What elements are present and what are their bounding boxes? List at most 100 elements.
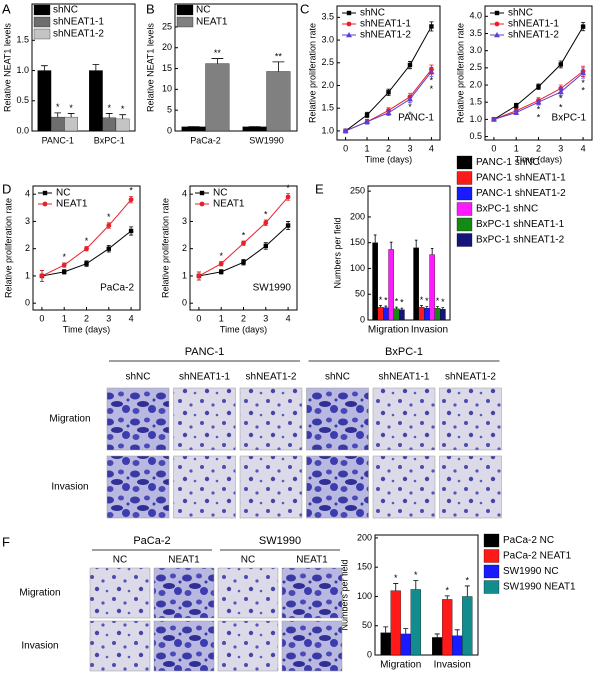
significance: * <box>408 102 412 112</box>
marker <box>285 223 291 228</box>
bar <box>418 306 425 321</box>
legend-label: SW1990 NEAT1 <box>503 582 576 593</box>
marker <box>386 90 391 95</box>
legend-label: NEAT1 <box>56 199 88 210</box>
row-label: Invasion <box>21 641 58 652</box>
micrograph <box>106 387 170 451</box>
marker <box>513 109 520 115</box>
plot-annotation: BxPC-1 <box>552 113 587 124</box>
x-tick-label: 0 <box>491 143 496 153</box>
panel-letter: F <box>2 534 10 549</box>
micrograph <box>106 455 170 519</box>
micrograph <box>239 387 303 451</box>
bar <box>372 242 378 321</box>
y-tick-label: 25 <box>162 21 172 31</box>
significance: * <box>264 209 268 219</box>
panel-letter: C <box>300 1 309 16</box>
error-bar <box>441 307 445 310</box>
significance: * <box>581 86 585 96</box>
micrograph <box>281 567 343 619</box>
bar <box>205 63 230 132</box>
error-bar <box>420 305 423 308</box>
x-tick-label: Migration <box>380 660 421 671</box>
marker <box>84 246 89 252</box>
row-label: Invasion <box>51 482 88 493</box>
legend-marker <box>199 190 205 196</box>
legend-marker <box>346 32 352 38</box>
y-tick-label: 10 <box>162 84 172 94</box>
group-label: shNC <box>325 372 350 383</box>
micrograph <box>173 387 236 451</box>
error-bar <box>444 595 450 600</box>
marker <box>406 96 413 102</box>
error-bar <box>54 112 62 118</box>
y-tick-label: 4 <box>182 189 187 199</box>
y-tick-label: 3.5 <box>469 28 482 38</box>
legend-swatch <box>483 549 500 563</box>
marker <box>218 261 224 267</box>
marker <box>535 99 542 105</box>
legend-label: NEAT1 <box>213 199 245 210</box>
legend-label: SW1990 NC <box>503 566 559 577</box>
y-axis-label: Relative proliferation rate <box>455 23 465 123</box>
significance: * <box>425 296 429 306</box>
legend-swatch <box>176 4 194 16</box>
significance: * <box>559 103 563 113</box>
legend-marker <box>494 10 500 16</box>
error-bar <box>436 306 439 309</box>
x-tick-label: Migration <box>368 325 409 336</box>
x-tick-label: PaCa-2 <box>190 135 221 145</box>
legend-swatch <box>456 217 473 232</box>
marker <box>558 62 563 67</box>
y-tick-label: 2.0 <box>321 80 334 90</box>
x-tick-label: 2 <box>386 143 391 153</box>
marker <box>241 260 246 265</box>
y-tick-label: 2.5 <box>469 62 482 72</box>
y-tick-label: 150 <box>357 562 372 572</box>
legend-swatch <box>456 186 473 201</box>
bar <box>242 126 267 132</box>
plot-annotation: PANC-1 <box>398 113 434 124</box>
legend-label: shNC <box>508 8 533 19</box>
significance: * <box>395 296 399 306</box>
legend-label: shNC <box>53 5 78 16</box>
y-tick-label: 1.0 <box>321 125 334 135</box>
error-bar <box>403 628 409 634</box>
significance: * <box>62 252 66 262</box>
y-tick-label: 1 <box>25 270 30 280</box>
y-tick-label: 15 <box>162 63 172 73</box>
x-tick-label: BxPC-1 <box>94 135 125 145</box>
x-tick-label: 3 <box>558 143 563 153</box>
significance: * <box>466 575 470 585</box>
x-tick-label: 1 <box>514 143 519 153</box>
significance: * <box>107 212 111 222</box>
y-tick-label: 2.5 <box>321 57 334 67</box>
legend-label: NC <box>196 5 210 16</box>
bar <box>429 254 435 321</box>
bar <box>50 116 65 132</box>
error-bar <box>464 585 470 597</box>
legend-swatch <box>483 564 500 579</box>
significance: * <box>219 251 223 261</box>
y-tick-label: 3.0 <box>469 45 482 55</box>
legend-label: NEAT1 <box>196 17 228 28</box>
legend-label: shNEAT1-2 <box>508 30 559 41</box>
micrograph <box>439 455 502 519</box>
bar <box>432 637 443 656</box>
y-tick-label: 0.5 <box>469 131 482 141</box>
marker <box>580 70 587 76</box>
legend-swatch <box>176 16 194 28</box>
error-bar <box>400 307 404 310</box>
significance: * <box>69 103 73 113</box>
x-tick-label: 1 <box>62 313 67 323</box>
marker <box>219 269 224 275</box>
cell-line-header: PaCa-2 <box>133 535 170 547</box>
error-bar <box>384 305 388 308</box>
micrograph <box>217 567 279 619</box>
legend-swatch <box>483 580 500 594</box>
x-axis-label: Time (days) <box>365 154 412 164</box>
y-tick-label: 4.0 <box>469 11 482 21</box>
error-bar <box>425 306 429 309</box>
legend-label: BxPC-1 shNEAT1-2 <box>476 235 565 246</box>
